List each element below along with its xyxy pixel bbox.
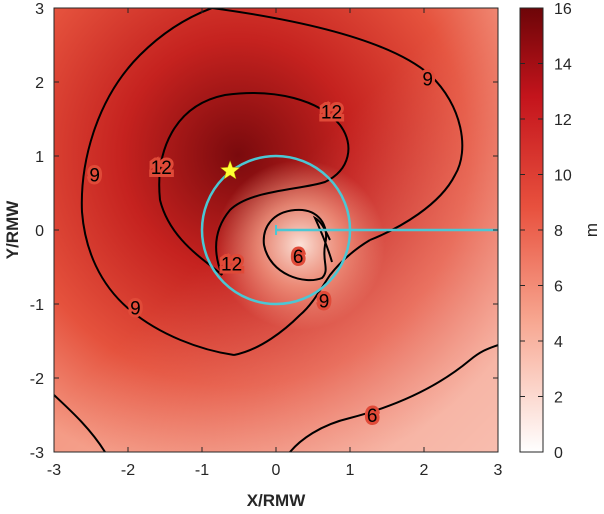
contour-lines [54, 8, 498, 452]
y-tick-label: 0 [35, 223, 44, 240]
contour-label: 12 [221, 254, 242, 275]
y-axis-label: Y/RMW [3, 200, 22, 260]
x-tick-label: -1 [195, 462, 209, 479]
colorbar-tick-label: 4 [554, 334, 563, 351]
contour-6-left [54, 394, 106, 452]
y-tick-label: -1 [30, 297, 44, 314]
field-minimum [215, 160, 385, 330]
colorbar-ticks: 0 2 4 6 8 10 12 14 16 [520, 1, 572, 462]
contour-label: 9 [89, 166, 100, 187]
heatmap-field: 6 6 9 9 9 9 12 12 12 [54, 8, 498, 452]
y-tick-label: 1 [35, 149, 44, 166]
contour-label: 9 [422, 69, 433, 90]
contour-9 [80, 8, 464, 356]
contour-label: 6 [293, 247, 304, 268]
contour-6-bottom [289, 344, 498, 452]
contour-9-right [233, 239, 371, 356]
colorbar-tick-label: 10 [554, 168, 572, 185]
x-axis-label: X/RMW [247, 491, 307, 510]
colorbar-tick-label: 14 [554, 57, 572, 74]
contour-labels: 6 6 9 9 9 9 12 12 12 [86, 66, 436, 430]
star-marker [219, 160, 241, 180]
y-tick-label: -3 [30, 445, 44, 462]
contour-6-inner [262, 208, 328, 282]
colorbar-label: m [582, 223, 601, 237]
colorbar-tick-label: 0 [554, 445, 563, 462]
colorbar-tick-label: 12 [554, 112, 572, 129]
x-tick-label: 1 [346, 462, 355, 479]
contour-6-outer [312, 215, 333, 263]
y-tick-label: 2 [35, 75, 44, 92]
x-axis-ticks: -3 -2 -1 0 1 2 3 [47, 8, 503, 479]
y-tick-label: -2 [30, 371, 44, 388]
x-tick-label: 3 [494, 462, 503, 479]
x-tick-label: 0 [272, 462, 281, 479]
colorbar-tick-label: 16 [554, 1, 572, 18]
contour-label: 12 [151, 158, 172, 179]
x-tick-label: -3 [47, 462, 61, 479]
x-tick-label: 2 [420, 462, 429, 479]
colorbar-tick-label: 6 [554, 279, 563, 296]
y-tick-label: 3 [35, 1, 44, 18]
contour-label: 12 [321, 103, 342, 124]
contour-label: 9 [130, 299, 141, 320]
colorbar-tick-label: 8 [554, 223, 563, 240]
contour-label: 6 [367, 406, 378, 427]
contour-label: 9 [319, 291, 330, 312]
x-tick-label: -2 [121, 462, 135, 479]
colorbar-tick-label: 2 [554, 390, 563, 407]
